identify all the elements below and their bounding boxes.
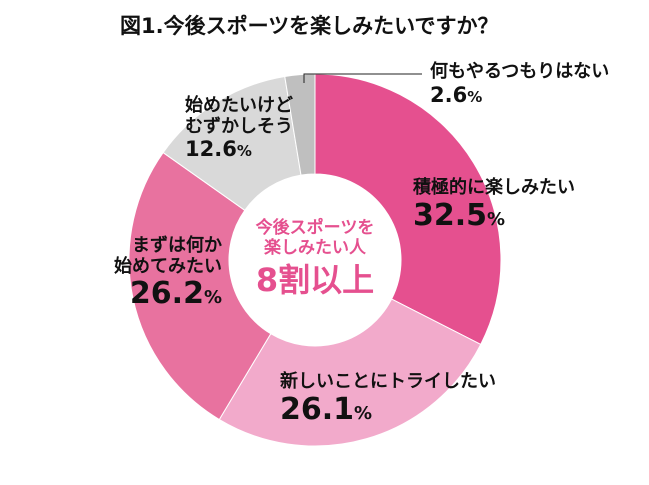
- label-value: 26.1: [280, 391, 355, 427]
- label-start-something: まずは何か 始めてみたい 26.2%: [100, 235, 222, 312]
- center-line-2: 楽しみたい人: [264, 238, 366, 259]
- label-unit: %: [203, 287, 222, 309]
- label-unit: %: [467, 87, 483, 106]
- label-value: 12.6: [185, 137, 237, 162]
- label-none: 何もやるつもりはない 2.6%: [430, 61, 610, 107]
- label-name: 積極的に楽しみたい: [413, 177, 575, 198]
- center-line-3: 8割以上: [255, 260, 375, 299]
- segment-try-new: [218, 298, 482, 447]
- label-value: 32.5: [413, 197, 488, 233]
- segment-active: [314, 73, 502, 346]
- label-name-line2: むずかしそう: [185, 115, 293, 137]
- label-name-line1: 始めたいけど: [185, 95, 293, 116]
- donut-segments: [128, 73, 502, 447]
- label-name: 新しいことにトライしたい: [280, 371, 496, 392]
- label-name-line1: まずは何か: [132, 235, 222, 256]
- label-try-new: 新しいことにトライしたい 26.1%: [280, 371, 496, 427]
- segment-none: [284, 73, 316, 176]
- label-difficult: 始めたいけど むずかしそう 12.6%: [185, 95, 293, 162]
- label-unit: %: [487, 208, 506, 230]
- leader-line: [303, 73, 422, 83]
- center-line-1: 今後スポーツを: [255, 218, 375, 238]
- center-annotation: 今後スポーツを 楽しみたい人 8割以上: [230, 218, 400, 299]
- label-unit: %: [236, 142, 252, 161]
- label-value: 2.6: [430, 82, 468, 107]
- label-value: 26.2: [129, 276, 204, 312]
- label-name: 何もやるつもりはない: [430, 61, 610, 82]
- label-name-line2: 始めてみたい: [114, 255, 222, 277]
- label-active: 積極的に楽しみたい 32.5%: [413, 177, 575, 233]
- chart-title: 図1.今後スポーツを楽しみたいですか？: [120, 14, 499, 38]
- segment-start-something: [128, 151, 272, 421]
- label-unit: %: [354, 402, 373, 424]
